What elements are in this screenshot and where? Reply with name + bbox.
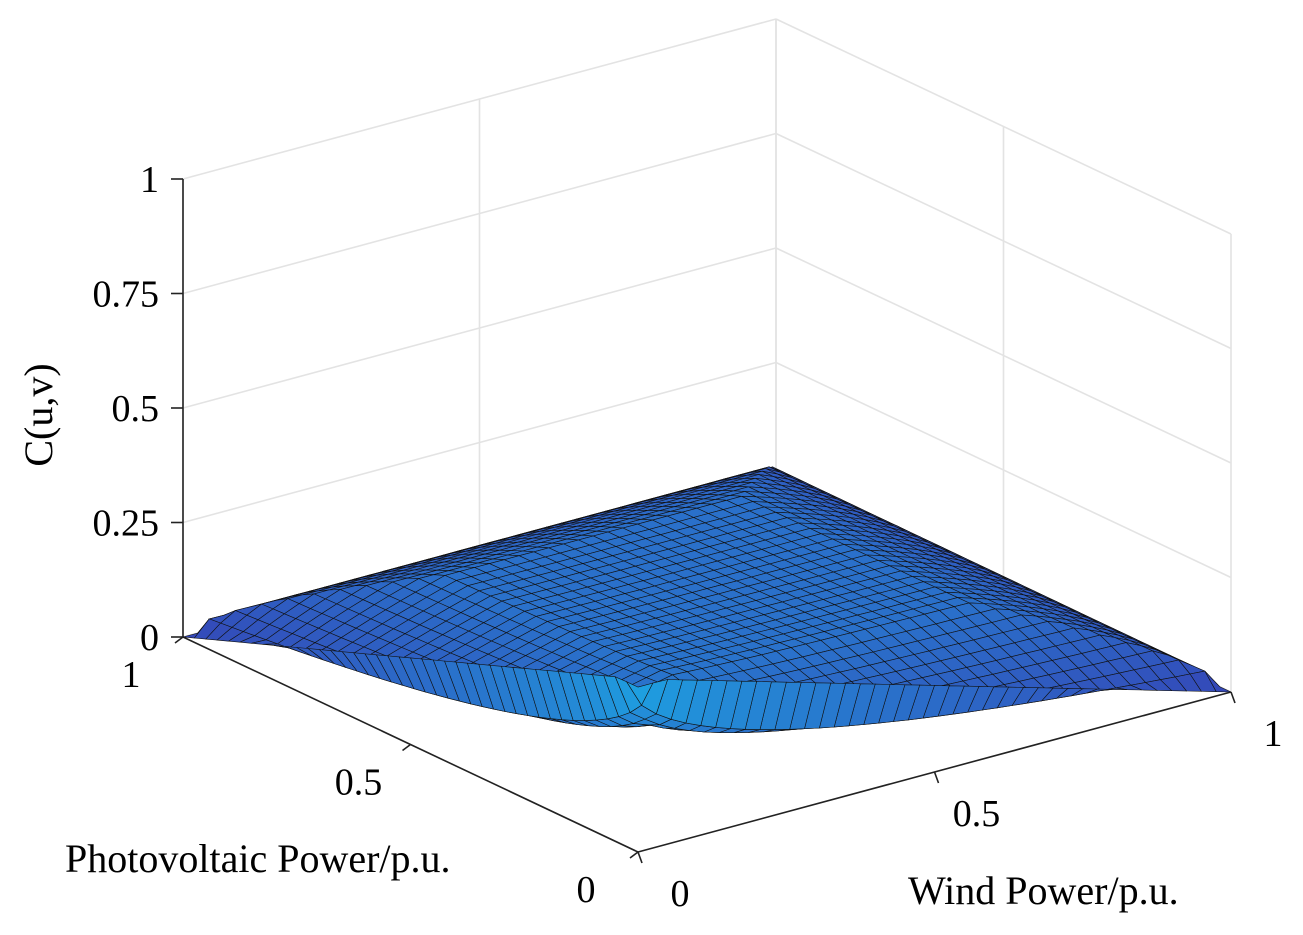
y-axis-title: Photovoltaic Power/p.u. bbox=[65, 836, 451, 881]
x-tick-mark bbox=[933, 771, 940, 784]
x-tick-label: 0 bbox=[671, 873, 690, 915]
z-tick-label: 0.25 bbox=[93, 503, 160, 545]
z-tick-label: 0 bbox=[140, 617, 159, 659]
y-tick-mark bbox=[174, 636, 184, 644]
y-tick-label: 0.5 bbox=[335, 762, 383, 804]
density-surface bbox=[182, 466, 1232, 734]
y-tick-mark bbox=[402, 743, 411, 752]
x-tick-mark bbox=[1230, 691, 1236, 704]
z-tick-label: 1 bbox=[140, 159, 159, 201]
x-tick-label: 1 bbox=[1264, 713, 1283, 755]
x-tick-mark bbox=[637, 851, 643, 864]
y-tick-mark bbox=[629, 851, 639, 859]
z-tick-label: 0.75 bbox=[93, 274, 160, 316]
z-tick-label: 0.5 bbox=[112, 388, 160, 430]
y-tick-label: 1 bbox=[122, 654, 141, 696]
y-tick-label: 0 bbox=[577, 869, 596, 911]
x-tick-label: 0.5 bbox=[953, 793, 1001, 835]
x-axis-title: Wind Power/p.u. bbox=[908, 868, 1179, 913]
axes bbox=[171, 178, 1236, 864]
z-axis-title: C(u,v) bbox=[16, 363, 61, 466]
surface-patch bbox=[625, 680, 654, 706]
